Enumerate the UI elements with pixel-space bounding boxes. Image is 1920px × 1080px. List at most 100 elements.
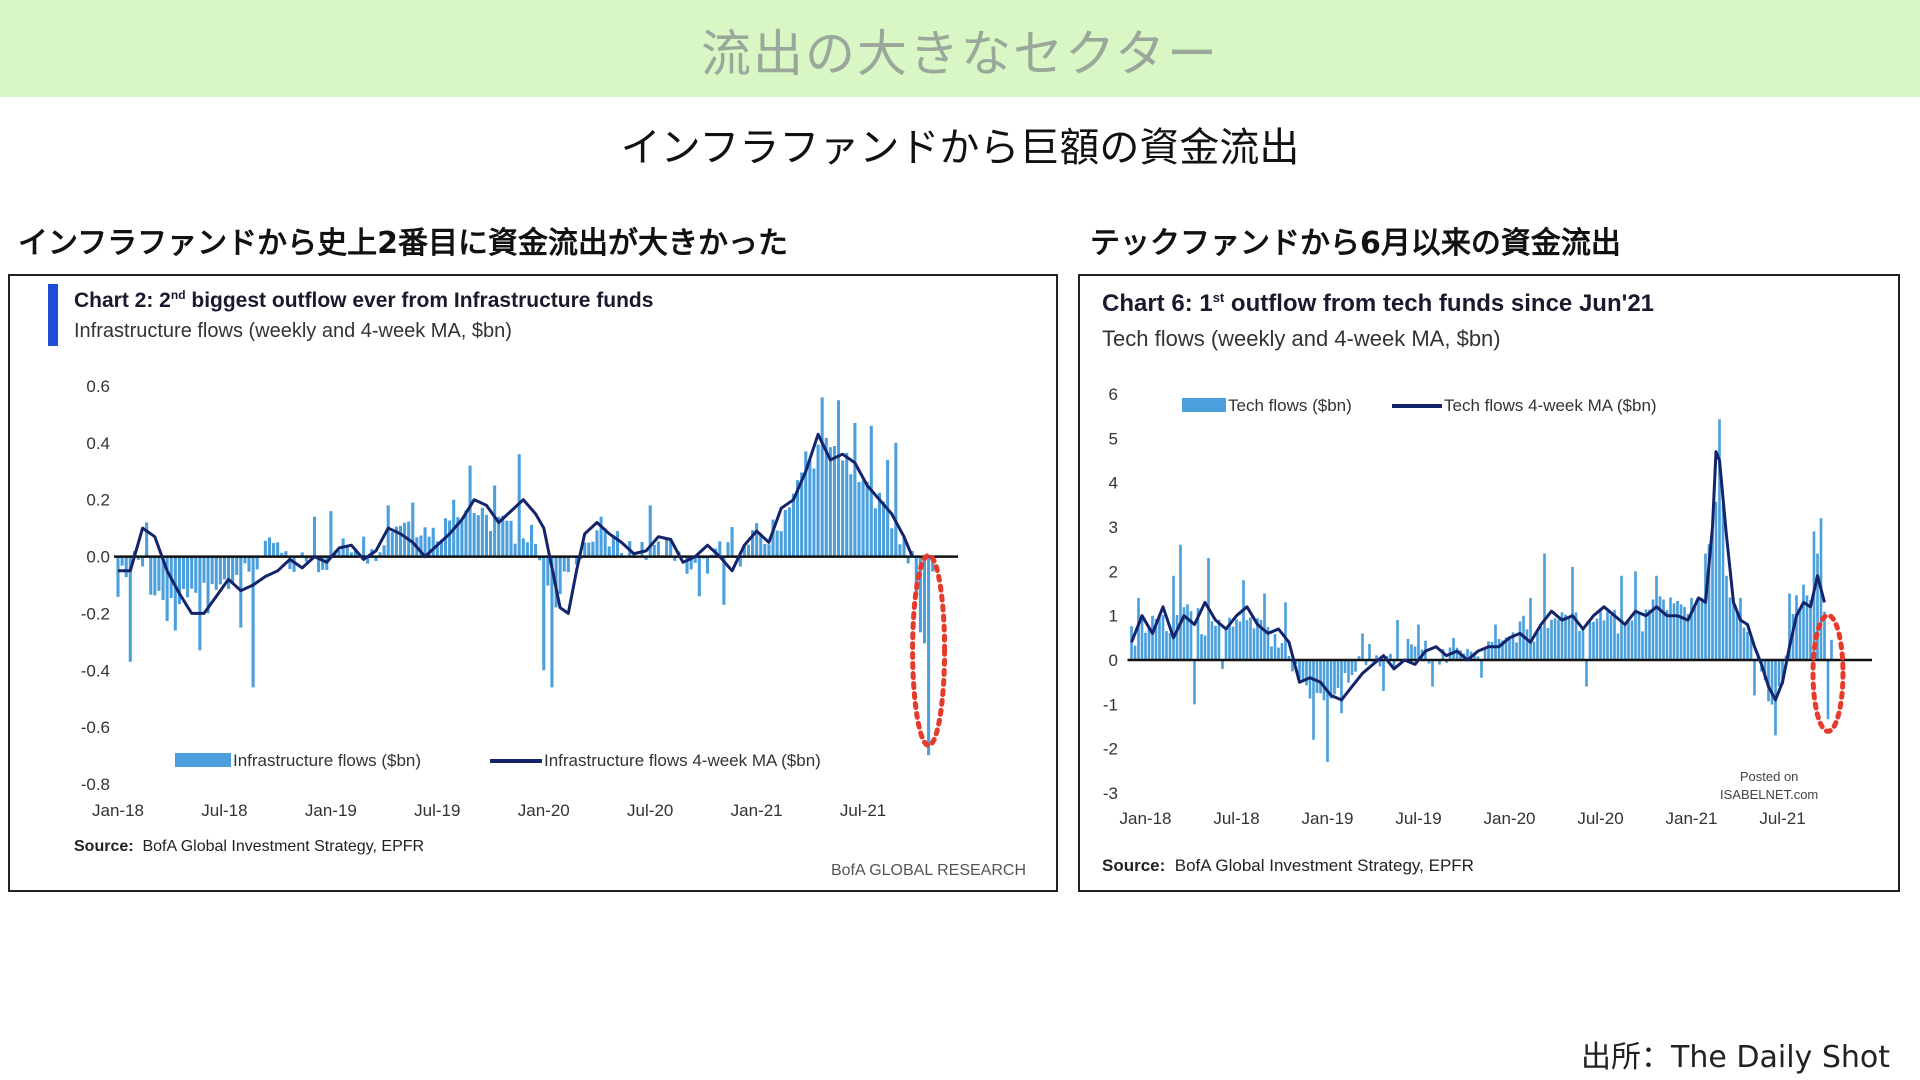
bar bbox=[456, 517, 460, 557]
x-tick-label: Jul-18 bbox=[201, 801, 247, 820]
bar bbox=[1179, 544, 1182, 660]
bar bbox=[411, 502, 415, 557]
bar bbox=[1539, 626, 1543, 660]
bar bbox=[116, 556, 120, 597]
bar bbox=[1609, 615, 1613, 660]
bar bbox=[1305, 660, 1308, 686]
bar bbox=[1721, 504, 1725, 660]
bar bbox=[1567, 615, 1571, 660]
bar bbox=[390, 532, 394, 557]
bar bbox=[1249, 617, 1252, 660]
bar bbox=[472, 513, 476, 557]
bar bbox=[300, 552, 304, 557]
bar bbox=[800, 472, 804, 557]
bar bbox=[362, 536, 366, 557]
bar bbox=[603, 528, 607, 557]
bar bbox=[693, 556, 697, 563]
bar bbox=[337, 550, 341, 557]
bar bbox=[918, 556, 922, 633]
bar bbox=[1270, 646, 1273, 660]
y-tick-label: 0.2 bbox=[86, 491, 110, 510]
bar bbox=[280, 552, 284, 557]
bar bbox=[1417, 624, 1420, 660]
bar bbox=[1707, 544, 1711, 660]
bar bbox=[1725, 575, 1728, 660]
bar bbox=[562, 556, 566, 572]
bar bbox=[382, 545, 386, 557]
bar bbox=[1364, 660, 1368, 666]
bar bbox=[1427, 660, 1431, 664]
bar bbox=[1168, 632, 1172, 660]
bar bbox=[1739, 597, 1742, 660]
bar bbox=[550, 556, 554, 688]
bar bbox=[620, 553, 624, 557]
bar bbox=[1616, 633, 1620, 660]
bar bbox=[1315, 660, 1319, 693]
bar bbox=[669, 538, 673, 557]
bar bbox=[738, 556, 742, 567]
bar bbox=[1242, 580, 1245, 660]
chart-subtitle: Infrastructure flows (weekly and 4-week … bbox=[74, 320, 512, 342]
legend-bar-swatch bbox=[1182, 398, 1226, 412]
bar bbox=[255, 556, 259, 570]
x-tick-label: Jan-20 bbox=[518, 801, 570, 820]
bar bbox=[1543, 553, 1546, 660]
bar bbox=[1438, 660, 1441, 665]
bar bbox=[804, 451, 808, 557]
bar bbox=[906, 556, 910, 564]
bar bbox=[648, 505, 652, 557]
bar bbox=[1357, 656, 1361, 660]
x-tick-label: Jul-20 bbox=[627, 801, 673, 820]
bar bbox=[558, 556, 562, 595]
x-tick-label: Jan-21 bbox=[731, 801, 783, 820]
x-tick-label: Jul-19 bbox=[1395, 809, 1441, 828]
bar bbox=[1564, 614, 1567, 660]
bar bbox=[1431, 660, 1434, 687]
bar bbox=[1480, 660, 1483, 678]
bar bbox=[1186, 604, 1189, 660]
bar bbox=[656, 541, 660, 557]
bar bbox=[1245, 620, 1249, 660]
bar bbox=[1581, 627, 1585, 660]
bar bbox=[927, 556, 931, 756]
bar bbox=[181, 556, 186, 590]
bar bbox=[509, 520, 513, 557]
x-tick-label: Jul-21 bbox=[840, 801, 886, 820]
bar bbox=[464, 510, 468, 557]
bar bbox=[1767, 660, 1770, 702]
bar bbox=[1210, 621, 1214, 660]
bar bbox=[1151, 615, 1154, 660]
bar bbox=[345, 547, 349, 557]
bar bbox=[353, 549, 357, 557]
bar bbox=[243, 556, 247, 564]
bar bbox=[640, 541, 644, 557]
bar bbox=[1742, 627, 1746, 660]
bar bbox=[1196, 608, 1200, 660]
bar bbox=[1501, 640, 1504, 660]
bar bbox=[1672, 603, 1676, 660]
bar bbox=[1322, 660, 1326, 701]
bar bbox=[288, 556, 292, 570]
legend-bar-label: Infrastructure flows ($bn) bbox=[233, 751, 421, 770]
bar bbox=[1809, 600, 1812, 660]
bar bbox=[1585, 660, 1588, 687]
bar bbox=[1165, 631, 1168, 660]
y-tick-label: 5 bbox=[1109, 429, 1118, 448]
bar bbox=[808, 460, 812, 557]
x-tick-label: Jul-20 bbox=[1577, 809, 1623, 828]
bar bbox=[1410, 644, 1413, 660]
bar bbox=[591, 541, 595, 557]
legend-line-label: Tech flows 4-week MA ($bn) bbox=[1444, 396, 1657, 415]
y-tick-label: -0.2 bbox=[81, 604, 110, 623]
bar bbox=[1406, 638, 1410, 660]
bar bbox=[198, 556, 202, 651]
bar bbox=[1714, 501, 1718, 660]
bar bbox=[898, 544, 902, 557]
bar bbox=[480, 507, 484, 557]
bar bbox=[742, 545, 746, 557]
bar bbox=[186, 556, 190, 598]
bar bbox=[1291, 660, 1294, 672]
bar bbox=[1483, 649, 1487, 660]
x-tick-label: Jan-19 bbox=[1302, 809, 1354, 828]
bar bbox=[1200, 634, 1203, 660]
